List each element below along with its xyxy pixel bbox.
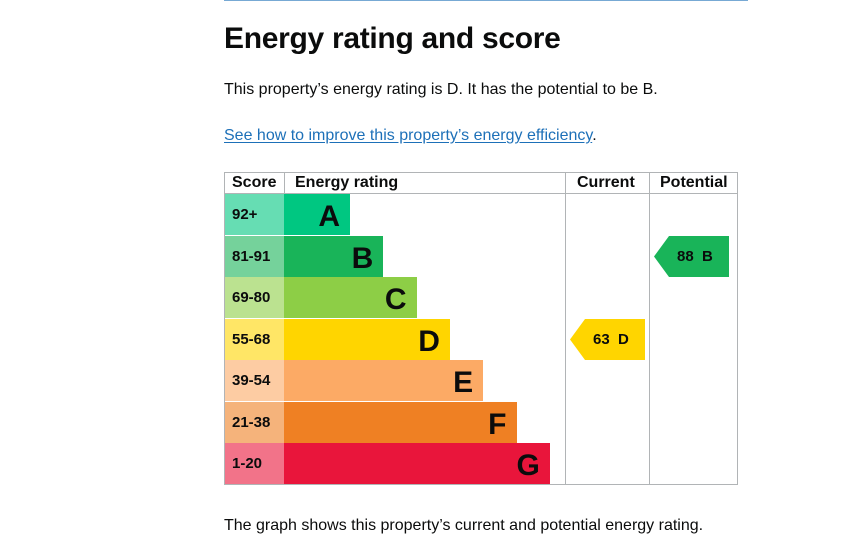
- header-potential: Potential: [660, 174, 728, 191]
- top-divider: [224, 0, 748, 1]
- current-rating-arrow: [570, 318, 645, 360]
- band-letter-a: A: [318, 200, 340, 233]
- header-score: Score: [232, 174, 277, 191]
- band-bar-b: B: [284, 235, 384, 277]
- band-bar-d: D: [284, 318, 450, 360]
- band-letter-b: B: [351, 241, 374, 275]
- header-current: Current: [577, 174, 635, 191]
- band-letter-c: C: [384, 283, 407, 316]
- potential-rating-label: 88 B: [677, 247, 713, 265]
- potential-rating-marker: 88 B: [654, 235, 729, 277]
- score-range-g: 1-20: [225, 443, 284, 484]
- energy-rating-graph: Score Energy rating Current Potential 92…: [224, 172, 738, 485]
- graph-header-divider: [224, 193, 738, 194]
- improve-link-paragraph: See how to improve this property’s energ…: [224, 126, 597, 146]
- score-range-b: 81-91: [225, 235, 284, 277]
- band-bar-a: A: [284, 194, 350, 235]
- current-rating-marker: 63 D: [570, 318, 645, 360]
- band-letter-g: G: [516, 449, 540, 482]
- graph-footnote: The graph shows this property’s current …: [224, 517, 704, 534]
- band-bar-g: G: [284, 443, 550, 484]
- graph-divider-score: [284, 172, 285, 194]
- graph-divider-potential: [649, 172, 650, 485]
- graph-border-top: [224, 172, 738, 173]
- band-bar-e: E: [284, 360, 484, 401]
- header-energy-rating: Energy rating: [295, 174, 399, 191]
- band-letter-d: D: [418, 324, 440, 358]
- score-range-e: 39-54: [225, 360, 284, 401]
- score-range-c: 69-80: [225, 277, 284, 318]
- current-rating-label: 63 D: [593, 330, 629, 348]
- score-range-d: 55-68: [225, 318, 284, 360]
- band-letter-e: E: [453, 366, 474, 399]
- rating-summary: This property’s energy rating is D. It h…: [224, 81, 658, 98]
- improve-efficiency-link[interactable]: See how to improve this property’s energ…: [224, 127, 593, 144]
- score-range-f: 21-38: [225, 401, 284, 443]
- graph-border-right: [737, 172, 738, 485]
- graph-border-bottom: [224, 484, 738, 485]
- page-title: Energy rating and score: [224, 22, 561, 55]
- graph-border-left: [224, 172, 225, 485]
- band-bar-f: F: [284, 401, 517, 443]
- link-suffix: .: [592, 127, 597, 144]
- score-range-a: 92+: [225, 194, 284, 235]
- band-bar-c: C: [284, 277, 417, 318]
- potential-rating-arrow: [654, 235, 729, 277]
- band-letter-f: F: [488, 407, 507, 441]
- graph-divider-current: [565, 172, 566, 485]
